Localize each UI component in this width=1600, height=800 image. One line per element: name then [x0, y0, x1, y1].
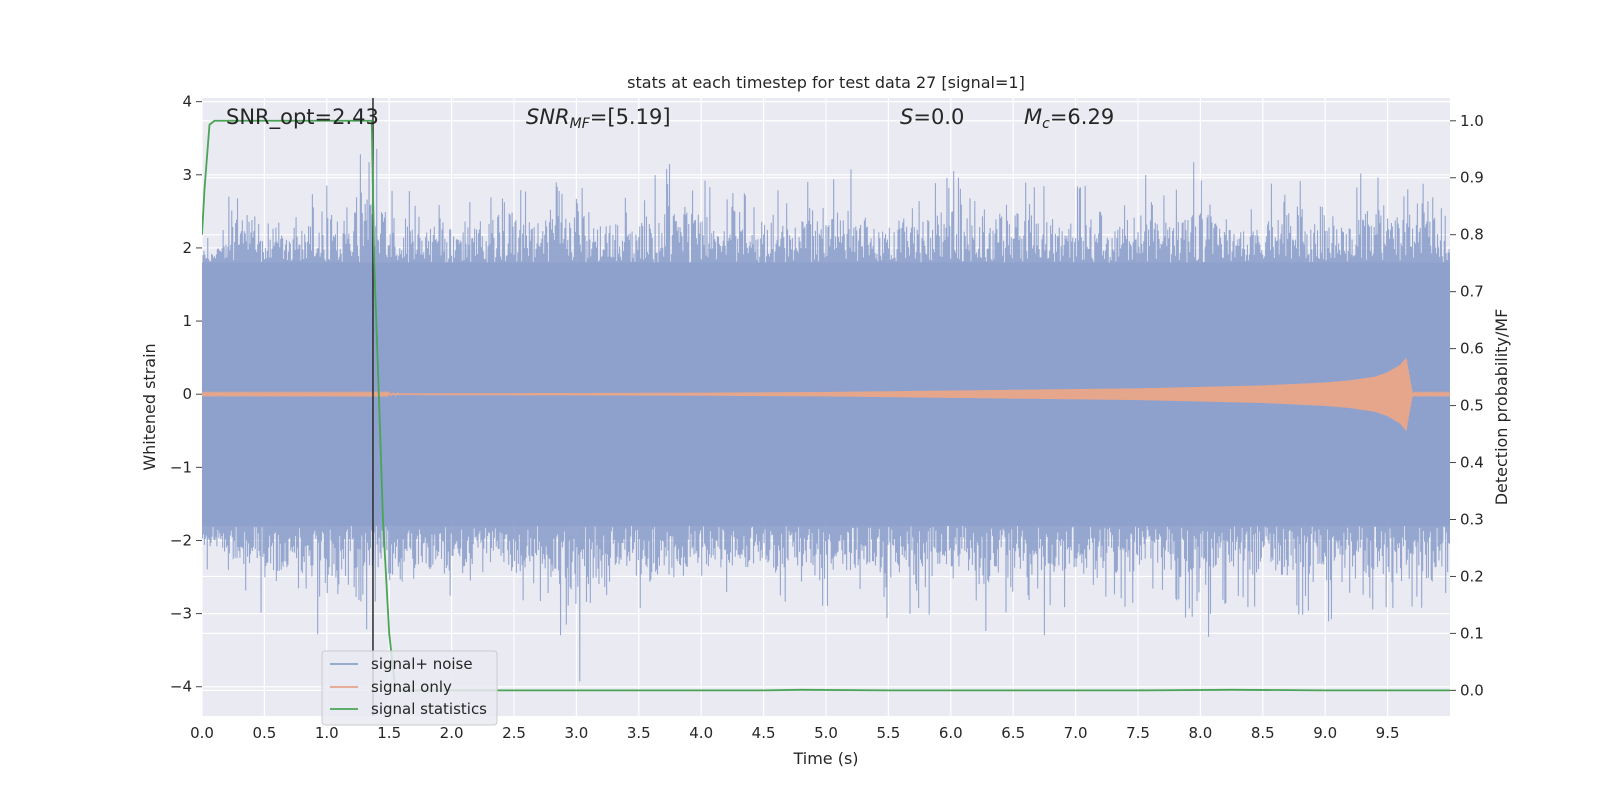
left-y-tick-labels: 4 3 2 1 0 −1 −2 −3 −4: [170, 93, 202, 696]
left-y-tick-5: −1: [170, 458, 192, 476]
left-y-tick-8: −4: [170, 678, 192, 696]
annotation-snr-opt: SNR_opt=2.43: [226, 105, 379, 130]
right-y-axis-label: Detection probability/MF: [1492, 309, 1511, 506]
x-tick-0: 0.0: [190, 724, 214, 742]
right-y-tick-2: 0.8: [1460, 226, 1484, 244]
legend-label-stats: signal statistics: [371, 700, 487, 718]
signal-statistics-series: [202, 119, 1450, 692]
right-y-tick-3: 0.7: [1460, 283, 1484, 301]
annotation-snr-mf: SNRMF=[5.19]: [526, 105, 671, 132]
signal-only-line: [202, 358, 1450, 431]
left-y-tick-4: 0: [182, 385, 192, 403]
x-tick-11: 5.5: [876, 724, 900, 742]
x-tick-5: 2.5: [502, 724, 526, 742]
right-y-tick-9: 0.1: [1460, 624, 1484, 642]
x-tick-14: 7.0: [1064, 724, 1088, 742]
right-y-tick-5: 0.5: [1460, 397, 1484, 415]
x-tick-19: 9.5: [1376, 724, 1400, 742]
right-y-tick-10: 0.0: [1460, 681, 1484, 699]
right-y-tick-7: 0.3: [1460, 510, 1484, 528]
right-y-tick-6: 0.4: [1460, 454, 1484, 472]
x-tick-18: 9.0: [1313, 724, 1337, 742]
x-tick-12: 6.0: [939, 724, 963, 742]
x-tick-17: 8.5: [1251, 724, 1275, 742]
left-y-axis-label: Whitened strain: [140, 343, 159, 470]
right-y-tick-labels: 1.0 0.9 0.8 0.7 0.6 0.5 0.4 0.3 0.2 0.1 0.0: [1450, 112, 1484, 699]
mc-value: =6.29: [1050, 105, 1114, 129]
x-tick-8: 4.0: [689, 724, 713, 742]
signal-only-series: [202, 358, 1450, 431]
x-tick-9: 4.5: [752, 724, 776, 742]
left-y-tick-3: 1: [182, 312, 192, 330]
x-tick-10: 5.0: [814, 724, 838, 742]
s-main: S: [900, 105, 913, 129]
x-tick-1: 0.5: [252, 724, 276, 742]
annotation-mc: Mc=6.29: [1024, 105, 1114, 132]
x-tick-labels: 0.0 0.5 1.0 1.5 2.0 2.5 3.0 3.5 4.0 4.5 5.0 5.5 6.0 6…: [190, 724, 1399, 742]
annotation-s: S=0.0: [900, 105, 964, 129]
left-y-tick-6: −2: [170, 531, 192, 549]
signal-statistics-line: [202, 119, 1450, 692]
x-tick-3: 1.5: [377, 724, 401, 742]
x-tick-6: 3.0: [564, 724, 588, 742]
x-axis-label: Time (s): [792, 749, 858, 768]
x-tick-2: 1.0: [315, 724, 339, 742]
right-y-tick-1: 0.9: [1460, 169, 1484, 187]
x-tick-4: 2.0: [440, 724, 464, 742]
left-y-tick-1: 3: [182, 166, 192, 184]
right-y-tick-4: 0.6: [1460, 340, 1484, 358]
legend-label-noise: signal+ noise: [371, 655, 473, 673]
legend-box: [321, 650, 498, 726]
x-tick-15: 7.5: [1126, 724, 1150, 742]
right-y-tick-0: 1.0: [1460, 112, 1484, 130]
mc-main: M: [1024, 105, 1042, 129]
legend-label-signal: signal only: [371, 678, 452, 696]
x-tick-16: 8.0: [1188, 724, 1212, 742]
legend: signal+ noise signal only signal statist…: [321, 650, 498, 726]
x-tick-13: 6.5: [1001, 724, 1025, 742]
x-tick-7: 3.5: [627, 724, 651, 742]
left-y-tick-7: −3: [170, 605, 192, 623]
snr-mf-main: SNR: [526, 105, 570, 129]
snr-mf-value: =[5.19]: [590, 105, 671, 129]
chart-title: stats at each timestep for test data 27 …: [627, 73, 1025, 92]
left-y-tick-2: 2: [182, 239, 192, 257]
s-value: =0.0: [913, 105, 964, 129]
right-y-tick-8: 0.2: [1460, 567, 1484, 585]
mc-sub: c: [1042, 116, 1050, 132]
left-y-tick-0: 4: [182, 93, 192, 111]
snr-mf-sub: MF: [570, 116, 591, 132]
